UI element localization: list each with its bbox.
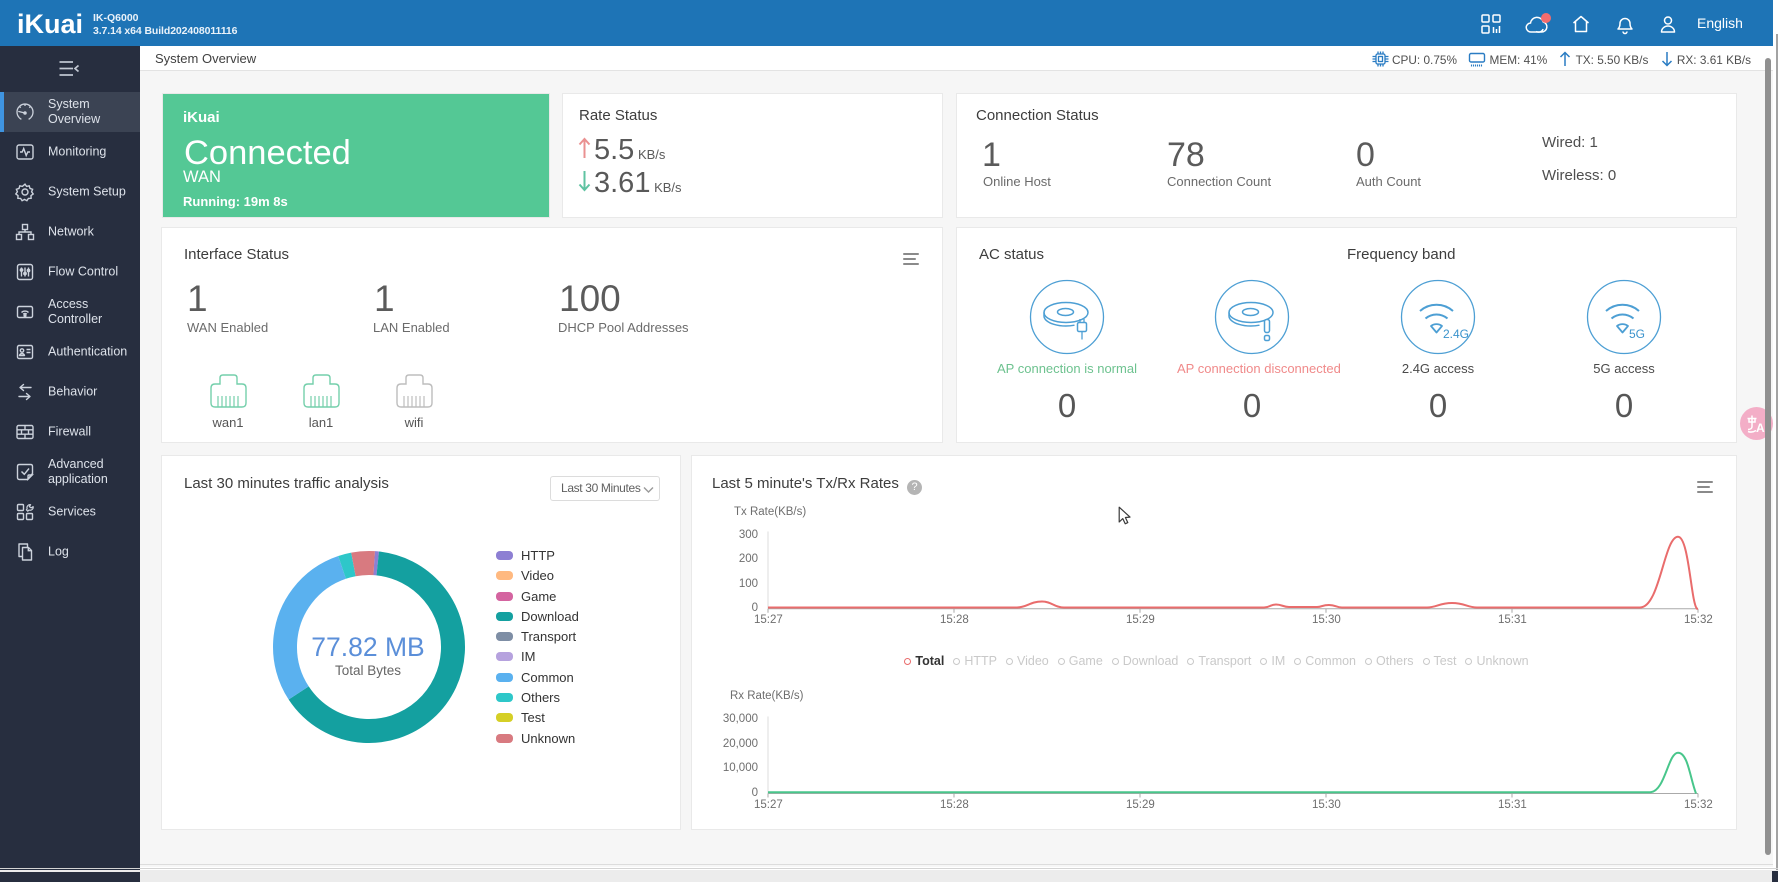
svg-text:2.4G: 2.4G (1443, 327, 1469, 341)
svg-text:A: A (1756, 421, 1765, 435)
svg-text:5G: 5G (1629, 327, 1645, 341)
